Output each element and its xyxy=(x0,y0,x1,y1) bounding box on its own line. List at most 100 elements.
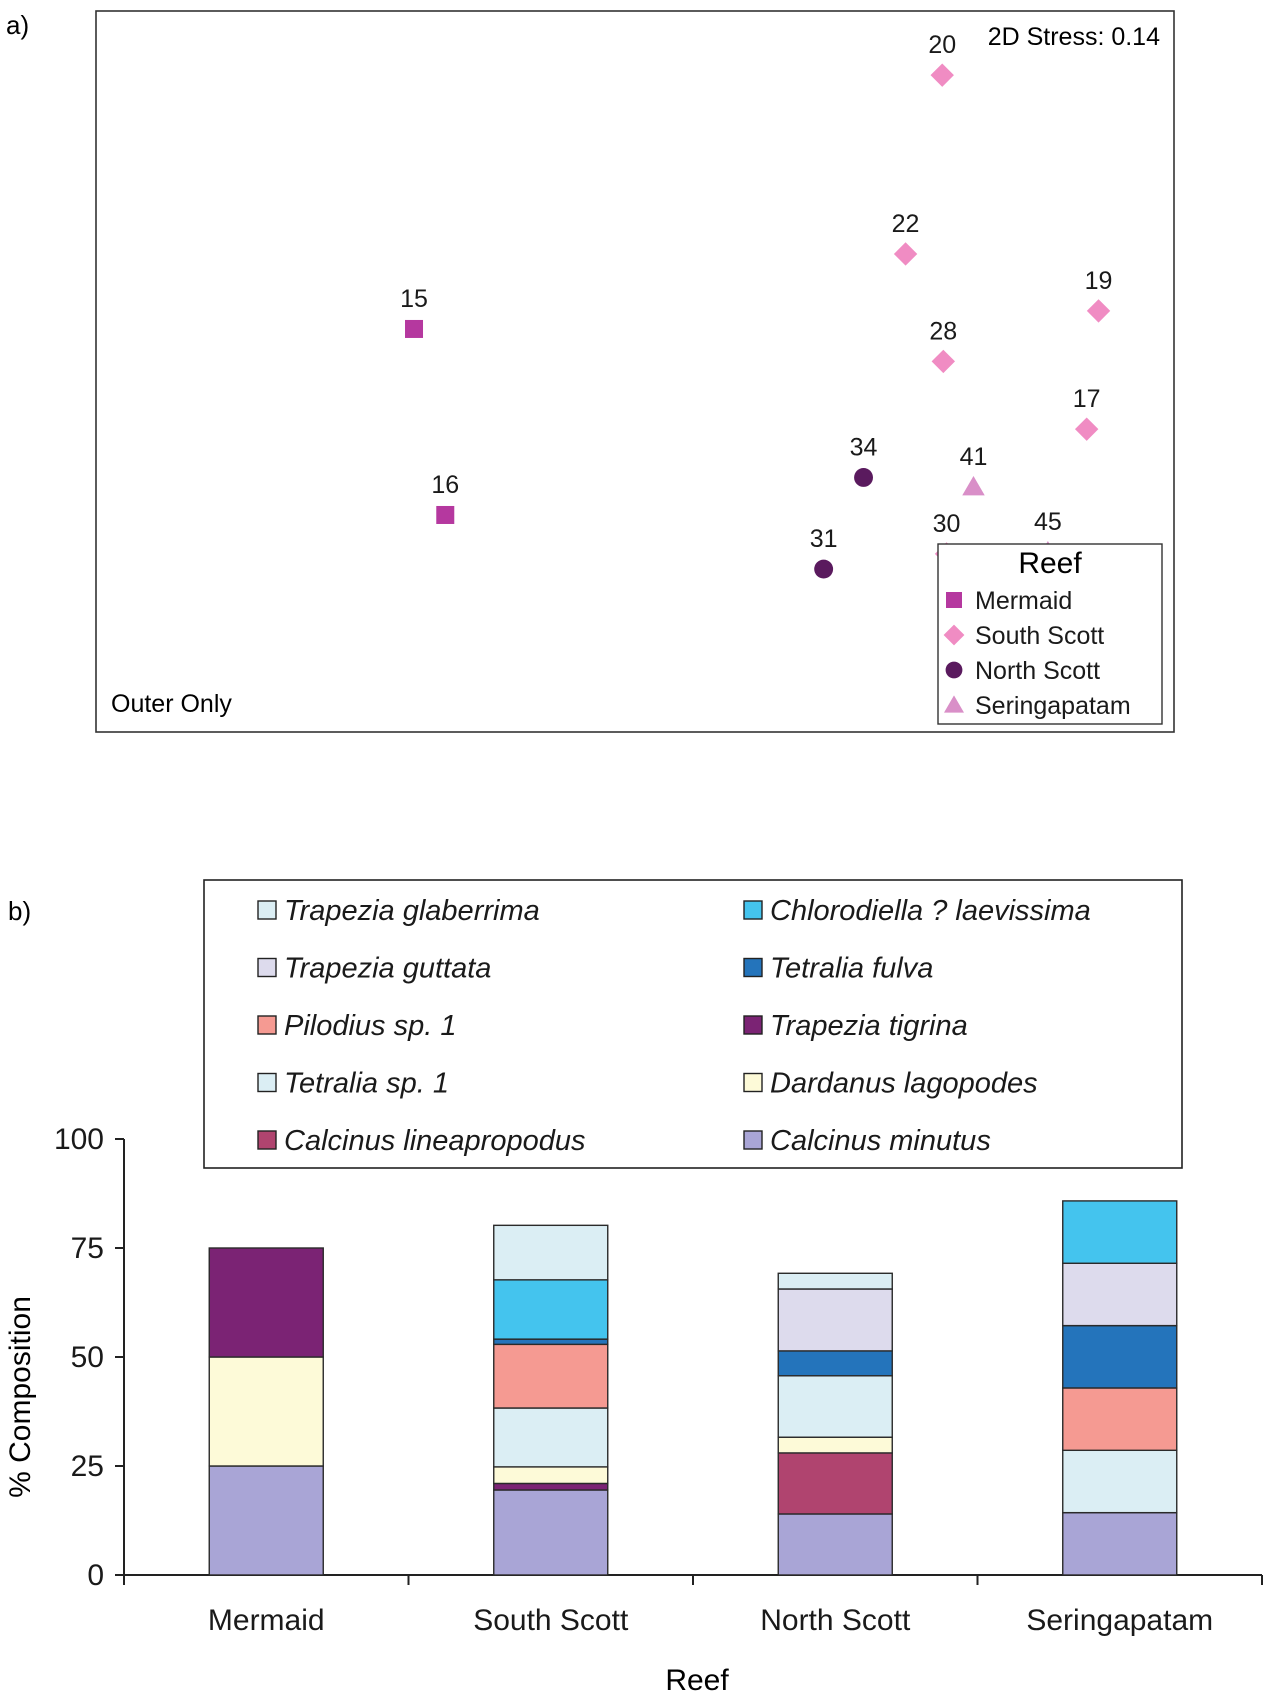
bar-segment-pilodius-sp-1 xyxy=(493,1343,609,1409)
legend-swatch xyxy=(257,900,277,920)
point-south-scott xyxy=(931,349,956,374)
legend-marker-mermaid xyxy=(946,592,962,608)
bar-segment-tetralia-sp-1 xyxy=(493,1407,609,1468)
nmds-panel: a) 2D Stress: 0.14 Outer Only 15 16 20 22 19… xyxy=(6,10,1175,733)
legend-swatch xyxy=(743,1015,763,1035)
bar-segment-chlorodiella-laevissima xyxy=(493,1279,609,1340)
scatter-legend-label: South Scott xyxy=(975,622,1104,650)
outer-only-label: Outer Only xyxy=(111,690,232,718)
x-tick-label: North Scott xyxy=(760,1604,911,1637)
point-label: 41 xyxy=(960,443,988,471)
legend-label: Tetralia sp. 1 xyxy=(284,1068,449,1100)
bar-segment-trapezia-tigrina xyxy=(493,1482,609,1491)
scatter-legend-box xyxy=(937,543,1163,725)
legend-marker-north-scott xyxy=(945,661,963,679)
bar-segment-pilodius-sp-1 xyxy=(1062,1387,1178,1452)
stress-label: 2D Stress: 0.14 xyxy=(988,23,1160,51)
legend-label: Tetralia fulva xyxy=(770,953,933,985)
scatter-legend-title: Reef xyxy=(1018,547,1082,580)
point-mermaid xyxy=(436,505,455,524)
point-label: 17 xyxy=(1073,385,1101,413)
x-tick-label: Seringapatam xyxy=(1026,1604,1213,1637)
nmds-plot-frame xyxy=(95,10,1175,733)
point-label: 30 xyxy=(933,510,961,538)
x-axis-title: Reef xyxy=(665,1664,729,1697)
y-tick-label: 0 xyxy=(87,1559,104,1592)
legend-swatch xyxy=(257,1072,277,1093)
point-north-scott xyxy=(854,468,873,487)
y-tick-label: 25 xyxy=(71,1450,104,1483)
point-label: 28 xyxy=(929,317,957,345)
x-tick-label: South Scott xyxy=(473,1604,629,1637)
bar-segment-dardanus-lagopodes xyxy=(208,1356,324,1467)
bar-segment-dardanus-lagopodes xyxy=(493,1466,609,1485)
y-tick-label: 75 xyxy=(71,1232,104,1265)
point-label: 15 xyxy=(400,285,428,313)
point-south-scott xyxy=(893,242,918,266)
legend-label: Trapezia guttata xyxy=(284,953,491,985)
legend-swatch xyxy=(257,1015,277,1035)
bar-segment-trapezia-guttata xyxy=(1062,1262,1178,1327)
panel-b-label: b) xyxy=(8,896,31,926)
point-label: 34 xyxy=(850,433,878,461)
bar-segment-trapezia-glaberrima xyxy=(777,1272,893,1290)
legend-swatch xyxy=(743,900,763,920)
point-label: 16 xyxy=(431,471,459,499)
legend-swatch xyxy=(743,1072,763,1093)
point-seringapatam xyxy=(962,476,985,496)
point-label: 19 xyxy=(1085,267,1113,295)
bar-segment-dardanus-lagopodes xyxy=(777,1436,893,1454)
bar-segment-calcinus-minutus xyxy=(1062,1511,1178,1576)
point-mermaid xyxy=(405,319,424,338)
bar-segment-calcinus-minutus xyxy=(208,1465,324,1576)
point-label: 22 xyxy=(892,210,920,238)
scatter-legend-label: Mermaid xyxy=(975,587,1072,615)
stacked-bar-panel: b) Trapezia glaberrima Chlorodiella ? lae… xyxy=(4,879,1263,1697)
legend-label: Dardanus lagopodes xyxy=(770,1068,1038,1100)
bar-segment-trapezia-tigrina xyxy=(208,1247,324,1358)
bar-segment-tetralia-sp-1 xyxy=(1062,1449,1178,1514)
scatter-legend-label: North Scott xyxy=(975,657,1100,685)
point-south-scott xyxy=(930,63,954,87)
legend-marker-seringapatam xyxy=(944,695,964,713)
scatter-legend-items: Mermaid South Scott North Scott Seringapata… xyxy=(943,587,1131,720)
legend-swatch xyxy=(257,1130,277,1150)
point-label: 45 xyxy=(1034,508,1062,536)
legend-marker-south-scott xyxy=(943,624,965,646)
point-south-scott xyxy=(1074,417,1099,441)
point-label: 31 xyxy=(810,525,838,553)
legend-label: Calcinus minutus xyxy=(770,1125,991,1157)
bar-segment-tetralia-fulva xyxy=(1062,1324,1178,1389)
scatter-legend: Reef Mermaid South Scott North Scott Sering… xyxy=(937,543,1163,725)
bar-legend-box xyxy=(203,879,1183,1169)
bar-segment-tetralia-fulva xyxy=(777,1350,893,1377)
panel-a-label: a) xyxy=(6,10,29,40)
legend-label: Calcinus lineapropodus xyxy=(284,1125,585,1157)
bar-segment-trapezia-glaberrima xyxy=(493,1224,609,1281)
bar-segment-chlorodiella-laevissima xyxy=(1062,1200,1178,1264)
bar-segment-tetralia-fulva xyxy=(493,1338,609,1346)
bar-segment-trapezia-guttata xyxy=(777,1288,893,1352)
scatter-legend-label: Seringapatam xyxy=(975,692,1131,720)
legend-swatch xyxy=(743,1130,763,1150)
legend-label: Trapezia glaberrima xyxy=(284,895,540,927)
x-tick-label: Mermaid xyxy=(208,1604,325,1637)
legend-label: Pilodius sp. 1 xyxy=(284,1010,457,1042)
bar-segment-calcinus-minutus xyxy=(493,1489,609,1576)
bar-legend-items: Trapezia glaberrima Chlorodiella ? laevis… xyxy=(257,895,1091,1157)
point-north-scott xyxy=(814,559,834,579)
bar-segment-tetralia-sp-1 xyxy=(777,1375,893,1438)
legend-label: Trapezia tigrina xyxy=(770,1010,968,1042)
legend-swatch xyxy=(257,957,277,978)
y-tick-label: 50 xyxy=(71,1341,104,1374)
legend-label: Chlorodiella ? laevissima xyxy=(770,895,1091,927)
legend-swatch xyxy=(743,957,763,978)
bar-segment-calcinus-lineapropodus xyxy=(777,1452,893,1515)
bar-segment-calcinus-minutus xyxy=(777,1513,893,1576)
y-axis-title: % Composition xyxy=(4,1296,37,1498)
point-label: 20 xyxy=(928,31,956,59)
y-tick-label: 100 xyxy=(54,1123,104,1156)
bars xyxy=(208,1200,1178,1576)
point-south-scott xyxy=(1086,299,1111,323)
